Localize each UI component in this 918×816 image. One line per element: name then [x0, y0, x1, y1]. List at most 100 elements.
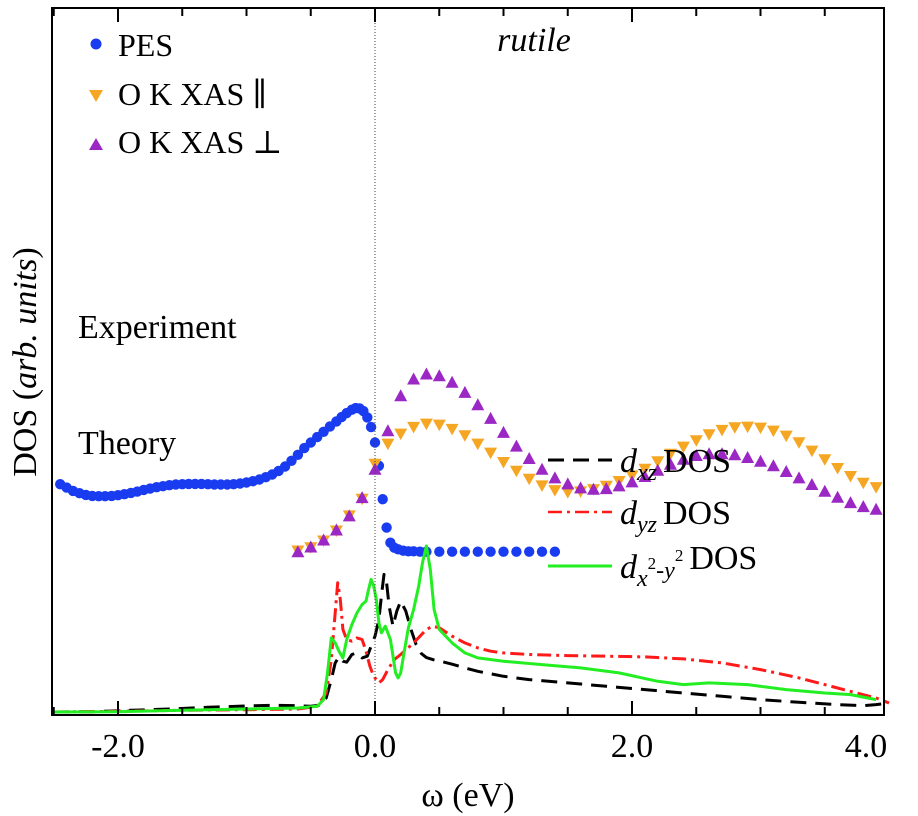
point-pes-73 — [549, 546, 561, 557]
legend-theory: dxz DOS dyz DOS dx2-y2 DOS — [548, 443, 757, 592]
point-pes-72 — [536, 546, 548, 557]
point-o-k-xas-14 — [471, 398, 485, 411]
point-o-k-xas-17 — [509, 465, 523, 478]
point-o-k-xas-37 — [766, 425, 780, 438]
point-o-k-xas-4 — [342, 509, 356, 522]
point-o-k-xas-23 — [587, 482, 600, 495]
point-pes-68 — [485, 546, 496, 557]
point-o-k-xas-11 — [432, 419, 446, 432]
x-tick-label-2-0: -2.0 — [91, 728, 145, 765]
series-pes — [55, 402, 561, 557]
x-tick-label-2-0: 2.0 — [611, 728, 654, 765]
line-d-x2-y2-dos — [53, 544, 877, 714]
point-o-k-xas-36 — [754, 454, 767, 467]
legend-marker-xas-perp — [89, 138, 103, 150]
legend-marker-xas-parallel — [89, 90, 103, 102]
annotation-rutile: rutile — [497, 22, 571, 59]
line-d-yz-dos — [53, 581, 890, 714]
point-o-k-xas-24 — [599, 482, 613, 495]
series-o-k-xas — [291, 418, 883, 557]
point-o-k-xas-37 — [766, 459, 780, 472]
point-pes-37 — [292, 449, 304, 460]
point-o-k-xas-40 — [805, 445, 819, 458]
point-o-k-xas-45 — [869, 502, 883, 515]
point-pes-69 — [498, 546, 509, 557]
point-o-k-xas-34 — [728, 448, 742, 461]
series-layer — [53, 367, 890, 714]
point-o-k-xas-31 — [689, 435, 703, 447]
point-o-k-xas-34 — [728, 422, 742, 434]
point-o-k-xas-1 — [304, 540, 318, 553]
point-pes-70 — [511, 546, 522, 557]
point-o-k-xas-6 — [368, 462, 382, 475]
point-o-k-xas-0 — [291, 545, 305, 558]
point-o-k-xas-44 — [856, 500, 870, 513]
series-d-x2-y2-dos — [53, 544, 877, 714]
point-o-k-xas-32 — [702, 429, 716, 441]
point-pes-51 — [365, 421, 377, 433]
point-o-k-xas-31 — [689, 449, 703, 461]
point-o-k-xas-38 — [779, 430, 793, 443]
point-o-k-xas-2 — [317, 533, 331, 546]
point-o-k-xas-3 — [329, 523, 343, 536]
point-pes-67 — [472, 546, 483, 557]
legend-label-dxz: dxz DOS — [620, 443, 731, 486]
point-o-k-xas-10 — [419, 418, 433, 431]
point-o-k-xas-15 — [484, 447, 498, 460]
point-o-k-xas-41 — [818, 484, 832, 497]
point-o-k-xas-35 — [741, 421, 755, 434]
point-o-k-xas-30 — [676, 441, 690, 454]
x-axis-title: ω (eV) — [421, 777, 514, 814]
point-o-k-xas-28 — [651, 456, 665, 468]
point-o-k-xas-19 — [535, 462, 549, 475]
label-experiment: Experiment — [78, 309, 237, 346]
tick-layer: -2.0 0.0 2.0 4.0 — [52, 8, 888, 765]
point-o-k-xas-45 — [869, 482, 883, 494]
point-pes-71 — [524, 546, 535, 557]
point-o-k-xas-8 — [394, 389, 408, 402]
point-o-k-xas-43 — [844, 496, 857, 509]
point-o-k-xas-30 — [676, 452, 690, 465]
point-o-k-xas-20 — [548, 471, 562, 484]
point-o-k-xas-40 — [805, 478, 819, 490]
point-o-k-xas-29 — [664, 457, 677, 470]
legend-marker-pes — [90, 38, 102, 50]
point-o-k-xas-44 — [856, 477, 870, 490]
point-o-k-xas-42 — [831, 490, 845, 503]
point-pes-66 — [459, 546, 471, 557]
x-tick-label-0-0: 0.0 — [354, 728, 397, 765]
legend-label-dyz: dyz DOS — [620, 495, 731, 538]
point-o-k-xas-13 — [458, 385, 472, 398]
x-tick-label-4-0: 4.0 — [845, 728, 888, 765]
series-o-k-xas — [291, 367, 883, 558]
point-o-k-xas-18 — [522, 452, 536, 464]
point-o-k-xas-17 — [509, 439, 523, 452]
point-o-k-xas-25 — [612, 479, 626, 492]
point-o-k-xas-12 — [445, 375, 459, 388]
point-pes-54 — [377, 494, 388, 505]
point-pes-55 — [381, 522, 392, 533]
legend-label-xas-perp: O K XAS ⊥ — [118, 124, 282, 160]
point-o-k-xas-9 — [407, 372, 421, 385]
point-o-k-xas-28 — [651, 463, 665, 476]
label-theory: Theory — [78, 425, 176, 462]
point-o-k-xas-33 — [715, 424, 729, 437]
point-pes-65 — [446, 546, 458, 557]
point-o-k-xas-22 — [574, 481, 588, 494]
y-axis-title: DOS (arb. units) — [7, 247, 44, 477]
point-pes-52 — [369, 437, 381, 448]
point-o-k-xas-27 — [638, 470, 652, 482]
legend-label-dx2y2: dx2-y2 DOS — [620, 540, 757, 592]
legend-label-pes: PES — [118, 27, 173, 63]
point-o-k-xas-39 — [792, 437, 806, 449]
point-pes-64 — [434, 546, 445, 557]
point-o-k-xas-29 — [664, 448, 677, 461]
point-o-k-xas-19 — [535, 480, 549, 492]
point-o-k-xas-43 — [844, 471, 857, 483]
point-o-k-xas-21 — [561, 487, 575, 499]
point-o-k-xas-26 — [625, 475, 639, 488]
point-o-k-xas-20 — [548, 485, 562, 497]
point-o-k-xas-42 — [831, 463, 845, 475]
point-o-k-xas-21 — [561, 477, 575, 490]
